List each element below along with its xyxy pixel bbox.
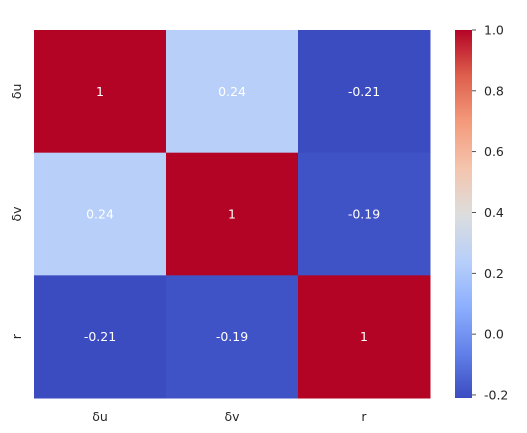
cell-value-label: 0.24: [218, 84, 246, 99]
cell-value-label: 0.24: [86, 207, 114, 222]
heatmap-cell: [166, 30, 299, 154]
cell-value-label: -0.21: [84, 329, 116, 344]
y-tick-label: δv: [9, 206, 24, 222]
colorbar-tick-label: 0.4: [484, 205, 504, 220]
heatmap-cells: [34, 30, 431, 399]
cell-annotations: 1 0.24 -0.21 0.24 1 -0.19 -0.21 -0.19 1: [84, 84, 380, 344]
heatmap-cell: [298, 152, 431, 276]
cell-value-label: -0.19: [216, 329, 248, 344]
colorbar: [455, 30, 472, 398]
x-axis-ticks: δu δv r: [92, 409, 367, 424]
x-tick-label: δu: [92, 409, 108, 424]
colorbar-ticks: -0.2 0.0 0.2 0.4 0.6 0.8 1.0: [472, 23, 508, 402]
colorbar-tick-label: -0.2: [484, 387, 508, 402]
x-tick-label: δv: [224, 409, 240, 424]
cell-value-label: -0.21: [348, 84, 380, 99]
colorbar-tick-label: 1.0: [484, 23, 504, 38]
y-axis-ticks: δu δv r: [9, 84, 24, 340]
cell-value-label: -0.19: [348, 207, 380, 222]
colorbar-tick-label: 0.8: [484, 83, 504, 98]
heatmap-cell: [34, 275, 167, 399]
cell-value-label: 1: [360, 329, 368, 344]
heatmap-cell: [34, 30, 167, 154]
colorbar-tick-label: 0.2: [484, 266, 504, 281]
y-tick-label: δu: [9, 84, 24, 100]
y-tick-label: r: [9, 333, 24, 339]
cell-value-label: 1: [228, 207, 236, 222]
x-tick-label: r: [361, 409, 367, 424]
heatmap-cell: [166, 152, 299, 276]
cell-value-label: 1: [96, 84, 104, 99]
heatmap-cell: [298, 30, 431, 154]
colorbar-tick-label: 0.6: [484, 144, 504, 159]
heatmap-cell: [298, 275, 431, 399]
heatmap-cell: [34, 152, 167, 276]
colorbar-tick-label: 0.0: [484, 327, 504, 342]
heatmap-cell: [166, 275, 299, 399]
